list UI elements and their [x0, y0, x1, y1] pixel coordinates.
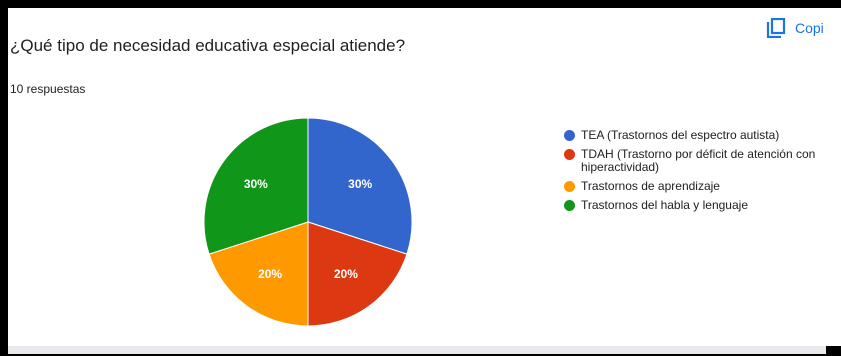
legend-swatch	[564, 149, 575, 160]
slice-label: 30%	[348, 177, 372, 191]
pie-slice[interactable]	[203, 117, 309, 255]
copy-label: Copi	[795, 20, 824, 36]
chart-legend: TEA (Trastornos del espectro autista) TDA…	[564, 129, 841, 218]
copy-icon	[766, 18, 786, 38]
pie-slice[interactable]	[307, 117, 413, 255]
legend-swatch	[564, 200, 575, 211]
bottom-strip	[8, 346, 826, 354]
legend-label: Trastornos del habla y lenguaje	[581, 198, 748, 212]
question-title: ¿Qué tipo de necesidad educativa especia…	[10, 36, 406, 55]
pie-chart: 30% 20% 20% 30%	[203, 117, 413, 327]
legend-item[interactable]: TDAH (Trastorno por déficit de atención …	[564, 148, 841, 174]
legend-swatch	[564, 130, 575, 141]
legend-label: TEA (Trastornos del espectro autista)	[581, 128, 780, 142]
legend-label: TDAH (Trastorno por déficit de atención …	[581, 147, 816, 174]
chart-card: ¿Qué tipo de necesidad educativa especia…	[8, 8, 841, 346]
pie-slice[interactable]	[307, 221, 408, 327]
pie-slice[interactable]	[208, 221, 309, 327]
response-count: 10 respuestas	[10, 82, 86, 96]
slice-label: 30%	[244, 177, 268, 191]
legend-label: Trastornos de aprendizaje	[581, 179, 720, 193]
slice-label: 20%	[258, 267, 282, 281]
legend-swatch	[564, 181, 575, 192]
legend-item[interactable]: TEA (Trastornos del espectro autista)	[564, 129, 841, 142]
legend-item[interactable]: Trastornos del habla y lenguaje	[564, 199, 841, 212]
legend-item[interactable]: Trastornos de aprendizaje	[564, 180, 841, 193]
slice-label: 20%	[334, 267, 358, 281]
copy-button[interactable]: Copi	[766, 18, 824, 38]
